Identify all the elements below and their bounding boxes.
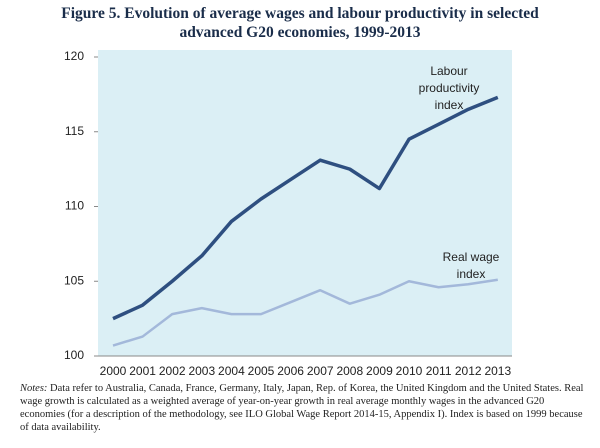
x-tick-label: 2008	[336, 364, 363, 378]
annotation: Real wage	[443, 250, 500, 264]
title-line: Figure 5. Evolution of average wages and…	[61, 5, 539, 22]
annotation: index	[457, 267, 486, 281]
x-tick-label: 2011	[426, 364, 452, 378]
chart-title: Figure 5. Evolution of average wages and…	[0, 4, 600, 42]
title-line: advanced G20 economies, 1999-2013	[179, 24, 421, 41]
x-tick-label: 2012	[455, 364, 482, 378]
plot-area	[98, 50, 512, 356]
annotation: index	[435, 98, 464, 112]
x-tick-label: 2002	[159, 364, 186, 378]
series-line	[112, 278, 498, 347]
y-tick-label: 110	[65, 199, 84, 213]
x-tick-label: 2007	[307, 364, 334, 378]
notes-text: Data refer to Australia, Canada, France,…	[20, 383, 584, 433]
annotation: Labour	[430, 64, 467, 78]
y-tick-label: 100	[64, 348, 84, 362]
notes: Notes: Data refer to Australia, Canada, …	[20, 382, 588, 434]
x-tick-label: 2005	[248, 364, 275, 378]
x-tick-label: 2000	[100, 364, 127, 378]
x-tick-label: 2010	[396, 364, 423, 378]
x-tick-label: 2003	[188, 364, 215, 378]
x-tick-label: 2006	[277, 364, 304, 378]
series-line	[112, 95, 499, 321]
y-tick-label: 120	[64, 49, 84, 63]
y-tick-label: 115	[65, 124, 84, 138]
x-tick-label: 2001	[129, 364, 156, 378]
y-tick-label: 105	[64, 273, 84, 287]
x-tick-label: 2013	[484, 364, 511, 378]
notes-label: Notes:	[20, 383, 48, 394]
annotation: productivity	[419, 81, 480, 95]
x-tick-label: 2009	[366, 364, 393, 378]
x-tick-label: 2004	[218, 364, 245, 378]
